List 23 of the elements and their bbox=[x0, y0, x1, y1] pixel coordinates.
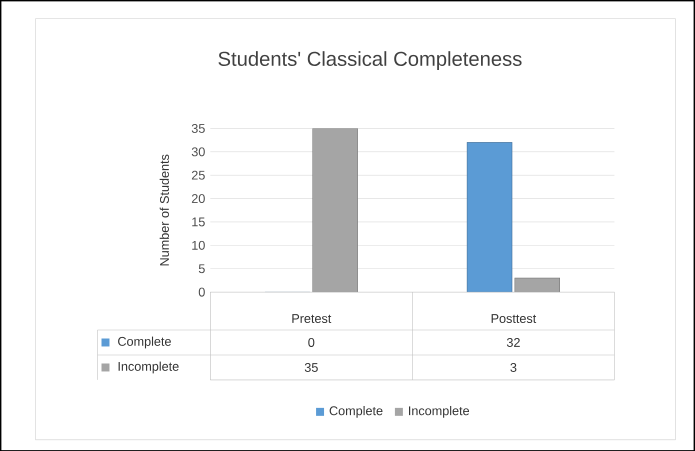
x-tick-label: Pretest bbox=[292, 314, 332, 323]
text: Incomplete bbox=[118, 361, 179, 374]
y-tick-label: 0 bbox=[198, 287, 205, 296]
text: Complete bbox=[118, 336, 171, 348]
y-tick-label: 35 bbox=[192, 124, 205, 133]
y-tick-label: 20 bbox=[192, 194, 205, 203]
y-tick-label: 5 bbox=[198, 264, 205, 273]
bar bbox=[466, 142, 512, 292]
data-label: 32 bbox=[506, 338, 520, 347]
bar bbox=[312, 128, 358, 292]
bar bbox=[514, 278, 560, 292]
chart-title: Students' Classical Completeness bbox=[218, 50, 522, 70]
x-tick-label: Posttest bbox=[492, 314, 536, 323]
y-axis-title: Number of Students bbox=[160, 154, 169, 266]
legend-label: Complete bbox=[330, 406, 382, 418]
y-tick-label: 10 bbox=[192, 240, 205, 250]
data-label: 0 bbox=[308, 338, 314, 347]
y-tick-label: 30 bbox=[192, 147, 205, 156]
data-label: 3 bbox=[510, 362, 516, 372]
y-tick-label: 25 bbox=[192, 170, 205, 180]
data-label: 35 bbox=[304, 362, 318, 372]
legend-label: Incomplete bbox=[409, 406, 470, 418]
y-tick-label: 15 bbox=[192, 217, 205, 226]
